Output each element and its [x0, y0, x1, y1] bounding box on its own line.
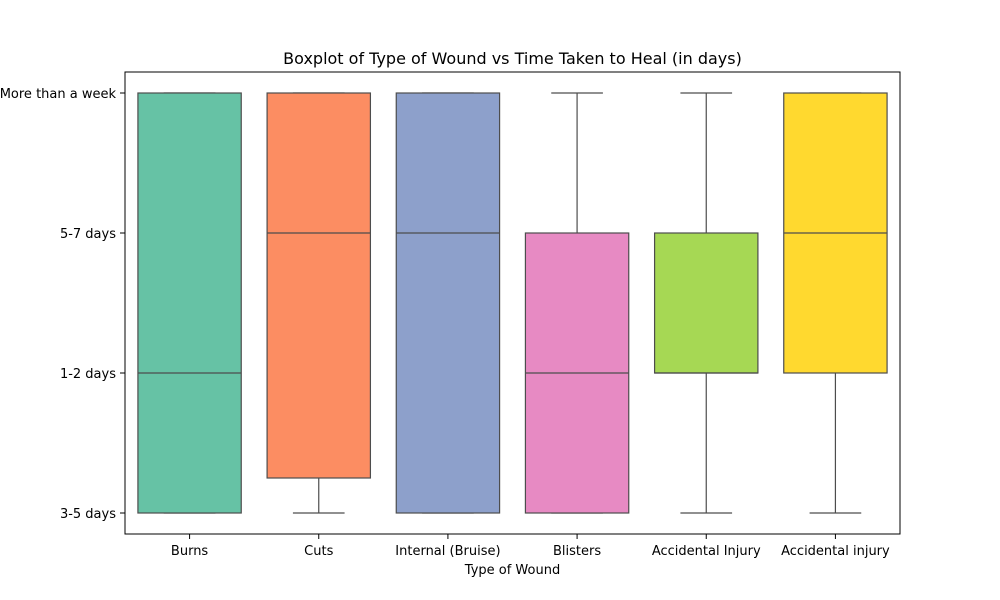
y-ticks: 3-5 days 1-2 days 5-7 days More than a week [0, 87, 125, 522]
x-tick-label: Burns [171, 544, 209, 559]
chart-title: Boxplot of Type of Wound vs Time Taken t… [283, 49, 742, 68]
x-tick-label: Accidental Injury [652, 544, 761, 559]
box-iqr [395, 92, 501, 514]
x-tick-label: Cuts [304, 544, 333, 559]
plot-frame [124, 71, 901, 535]
x-tick-label: Accidental injury [781, 544, 890, 559]
y-tick-label: 1-2 days [60, 367, 116, 382]
x-axis-label: Type of Wound [464, 563, 560, 578]
y-tick-label: More than a week [0, 87, 116, 102]
box-iqr [266, 92, 372, 479]
box-iqr [653, 232, 759, 374]
x-ticks: Burns Cuts Internal (Bruise) Blisters Accide… [171, 534, 890, 559]
box-group [137, 92, 242, 514]
y-tick-label: 3-5 days [60, 507, 116, 522]
x-tick-label: Blisters [553, 544, 601, 559]
box-group [266, 92, 372, 514]
x-tick-label: Internal (Bruise) [395, 544, 500, 559]
box-iqr [137, 92, 242, 514]
box-group [395, 92, 501, 514]
box-group [783, 92, 888, 514]
box-group [653, 92, 759, 514]
box-group [524, 92, 630, 514]
boxes-layer [137, 92, 888, 514]
y-tick-label: 5-7 days [60, 227, 116, 242]
